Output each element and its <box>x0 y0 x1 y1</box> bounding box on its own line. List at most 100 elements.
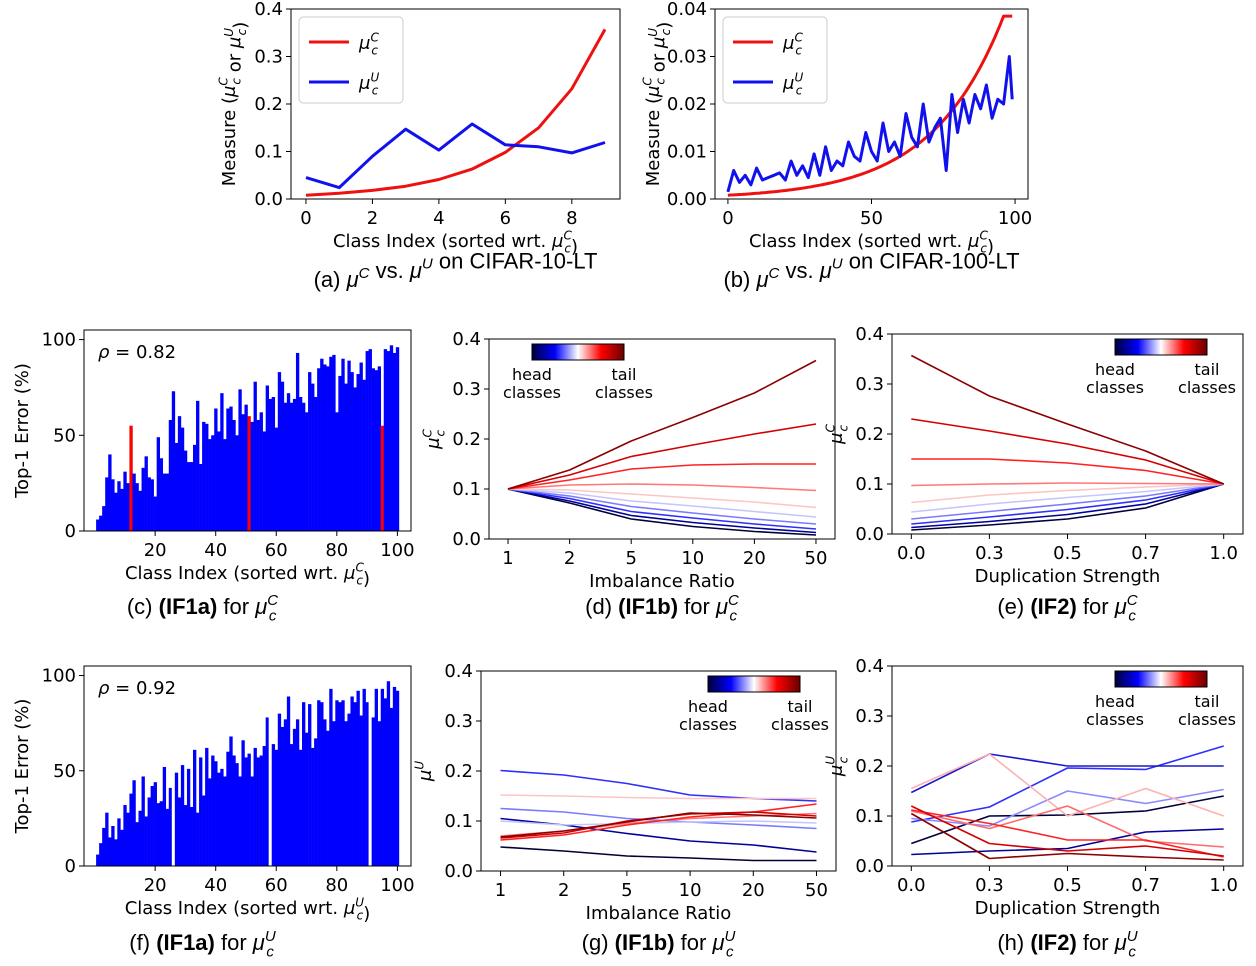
bar <box>208 778 212 866</box>
subscript: c <box>371 43 378 57</box>
series-line <box>500 794 817 800</box>
bar <box>332 354 336 531</box>
text-span: Duplication Strength <box>975 566 1161 587</box>
bar <box>177 797 182 866</box>
series-line <box>911 805 1224 848</box>
bar <box>335 412 339 531</box>
series-line <box>726 55 1014 193</box>
bar <box>244 757 248 866</box>
legend-label: μC c <box>782 30 803 57</box>
correlation-annotation: ρ = 0.92 <box>98 678 176 699</box>
text-span: Imbalance Ratio <box>589 571 735 592</box>
x-tick-label: 10 <box>679 880 702 901</box>
series-line <box>500 812 817 838</box>
bar <box>168 419 173 531</box>
bar <box>338 375 342 531</box>
plot-frame <box>83 665 412 867</box>
y-axis-label: μCc <box>420 428 447 449</box>
x-tick-label: 0.7 <box>1131 875 1160 896</box>
bar <box>344 721 348 866</box>
panel-caption: (a) μC vs. μU on CIFAR-10-LT <box>314 249 598 292</box>
bar <box>389 707 394 866</box>
x-tick-label: 5 <box>625 548 636 569</box>
text-span: ) <box>363 568 370 589</box>
subscript: c <box>433 430 447 437</box>
superscript: C <box>355 560 364 574</box>
series-line <box>911 483 1224 504</box>
mu-symbol: μ <box>343 898 355 919</box>
x-axis-label: Class Index (sorted wrt. μC c) <box>125 560 370 589</box>
x-tick-label: 1.0 <box>1209 543 1238 564</box>
plot-area <box>507 359 817 536</box>
x-axis-label: Duplication Strength <box>975 566 1161 587</box>
bar <box>162 473 167 531</box>
bar <box>202 795 206 866</box>
bar <box>226 408 230 531</box>
correlation-annotation: ρ = 0.82 <box>98 342 176 363</box>
series-line <box>910 753 1224 817</box>
caption-bold: (IF1b) <box>615 930 675 955</box>
y-tick-label: 0.0 <box>855 856 884 877</box>
y-tick-label: 0.0 <box>444 861 473 882</box>
bar <box>250 421 254 531</box>
x-tick-label: 1 <box>495 880 506 901</box>
subscript: c <box>269 608 277 625</box>
y-tick-label: 0.2 <box>444 761 473 782</box>
bar <box>308 704 312 866</box>
bar <box>126 812 130 866</box>
superscript: C <box>640 77 654 86</box>
bar <box>371 717 375 866</box>
caption-prefix: (c) <box>127 594 159 619</box>
plot-area <box>910 745 1224 861</box>
series-line <box>305 122 606 190</box>
bar <box>265 385 269 531</box>
text-span: ) <box>363 903 370 924</box>
mu-symbol: μ <box>551 231 563 252</box>
series-line <box>911 788 1224 827</box>
bar <box>389 345 394 531</box>
y-axis-label: μUc <box>823 756 850 777</box>
series-line <box>911 483 1224 513</box>
rho-value: = 0.82 <box>109 342 176 363</box>
mu-symbol: μ <box>423 437 444 449</box>
bar <box>214 761 218 866</box>
bar <box>153 782 157 866</box>
series-line <box>911 418 1224 485</box>
bar <box>292 398 297 531</box>
bar <box>392 686 397 866</box>
bar <box>280 726 285 866</box>
bar <box>374 370 378 531</box>
x-tick-label: 0.0 <box>897 543 926 564</box>
bar <box>286 696 291 866</box>
bar <box>302 702 306 866</box>
colorbar-label: classes <box>595 383 653 402</box>
bar <box>147 477 151 531</box>
y-tick-label: 0.2 <box>855 756 884 777</box>
mu-symbol: μ <box>219 86 240 98</box>
bar <box>141 467 145 531</box>
bar <box>120 829 124 866</box>
rho-symbol: ρ <box>98 678 110 699</box>
bar <box>341 700 345 866</box>
superscript: U <box>422 256 433 273</box>
superscript: U <box>832 256 843 273</box>
subscript: c <box>980 241 987 255</box>
colorbar-label: tail <box>1195 360 1220 379</box>
bar <box>344 383 348 531</box>
text-span: ) <box>654 22 675 29</box>
x-tick-label: 10 <box>681 548 704 569</box>
bar <box>144 816 148 866</box>
panel-caption: (d) (IF1b) for μC c <box>585 592 739 625</box>
bar <box>311 747 315 866</box>
bar <box>171 391 176 531</box>
bar <box>129 793 133 866</box>
text-span: ) <box>571 236 578 257</box>
bar <box>111 479 115 531</box>
bar <box>383 698 388 866</box>
y-tick-label: 0.0 <box>855 524 884 545</box>
bar <box>150 479 154 531</box>
superscript: U <box>725 928 736 945</box>
subscript: c <box>357 908 364 922</box>
text-span: vs. <box>779 258 819 283</box>
bar <box>138 490 142 531</box>
